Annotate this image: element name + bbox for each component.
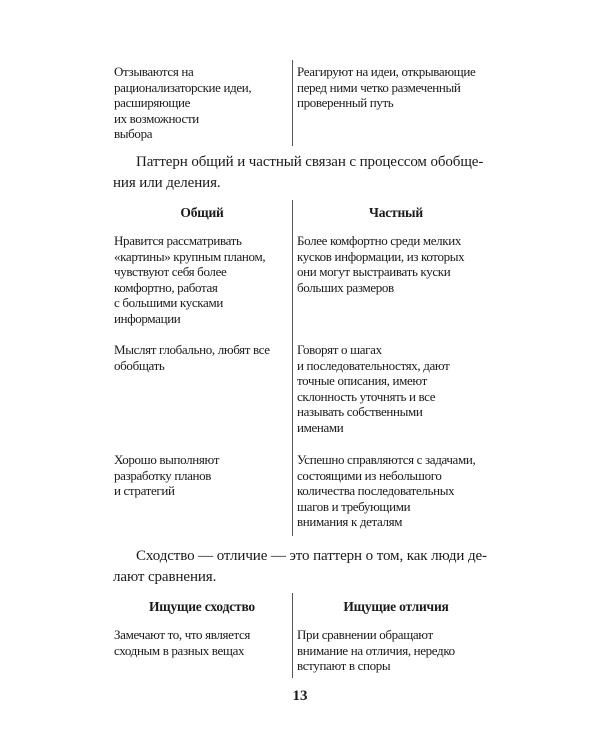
table-cell-left: Хорошо выполняют разработку планов и стр… [114, 452, 220, 499]
table-cell-right: Более комфортно среди мелких кусков инфо… [297, 233, 465, 295]
table-cell-right: Успешно справляются с задачами, состоящи… [297, 452, 476, 530]
table-cell-left: Замечают то, что является сходным в разн… [114, 627, 251, 658]
column-divider [292, 60, 293, 146]
column-header-difference: Ищущие отличия [343, 599, 449, 614]
paragraph-general-specific: Паттерн общий и частный связан с процесс… [113, 154, 484, 191]
column-divider [292, 593, 293, 678]
column-header-specific: Частный [369, 205, 423, 220]
table-cell-right: При сравнении обращают внимание на отлич… [297, 627, 455, 674]
table-cell-left: Отзываются на рационализаторские идеи, р… [114, 64, 252, 142]
table-cell-right: Реагируют на идеи, открывающие перед ним… [297, 64, 476, 111]
column-header-general: Общий [180, 205, 224, 220]
column-divider [292, 200, 293, 536]
table-cell-left: Мыслят глобально, любят все обобщать [114, 342, 270, 373]
table-cell-right: Говорят о шагах и последовательностях, д… [297, 342, 450, 435]
page-number: 13 [292, 688, 308, 704]
column-header-similarity: Ищущие сходство [148, 599, 255, 614]
table-cell-left: Нравится рассматривать «картины» крупным… [114, 233, 266, 326]
paragraph-similarity-difference: Сходство — отличие — это паттерн о том, … [113, 548, 487, 585]
